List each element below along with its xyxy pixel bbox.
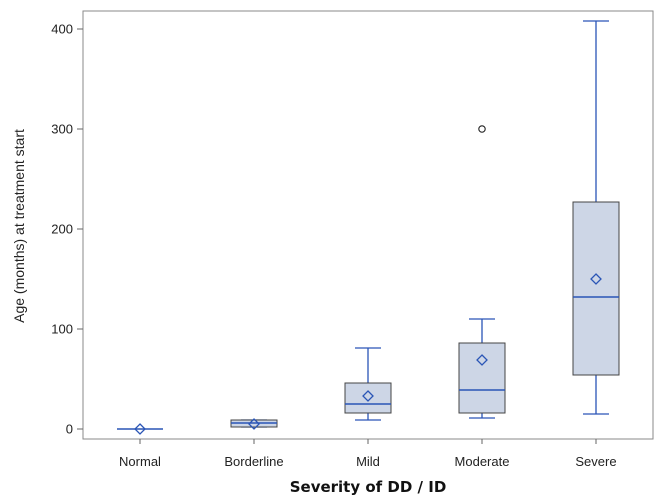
- x-tick-label: Normal: [119, 454, 161, 469]
- mean-marker: [590, 273, 602, 285]
- mean-marker: [248, 418, 260, 430]
- y-axis: 0 100 200 300 400: [51, 22, 83, 437]
- interquartile-box: [458, 342, 506, 414]
- boxes-layer: [117, 20, 620, 435]
- box-mild: [344, 347, 392, 421]
- x-tick-label: Moderate: [455, 454, 510, 469]
- x-tick-label: Mild: [356, 454, 380, 469]
- box-borderline: [230, 418, 278, 430]
- y-tick-label: 100: [51, 322, 73, 337]
- box-severe: [572, 20, 620, 415]
- box-moderate: [458, 125, 506, 419]
- mean-marker: [134, 423, 146, 435]
- y-tick-label: 300: [51, 122, 73, 137]
- x-tick-label: Severe: [575, 454, 616, 469]
- x-tick-label: Borderline: [224, 454, 283, 469]
- mean-marker: [362, 390, 374, 402]
- y-tick-label: 0: [66, 422, 73, 437]
- interquartile-box: [344, 382, 392, 414]
- interquartile-box: [572, 201, 620, 376]
- y-tick-label: 200: [51, 222, 73, 237]
- y-axis-title: Age (months) at treatment start: [11, 129, 27, 323]
- y-tick-label: 400: [51, 22, 73, 37]
- mean-marker: [476, 354, 488, 366]
- outlier-point: [478, 125, 486, 133]
- x-axis-title: Severity of DD / ID: [290, 478, 447, 496]
- x-axis: Normal Borderline Mild Moderate Severe: [119, 439, 617, 469]
- box-normal: [117, 423, 163, 435]
